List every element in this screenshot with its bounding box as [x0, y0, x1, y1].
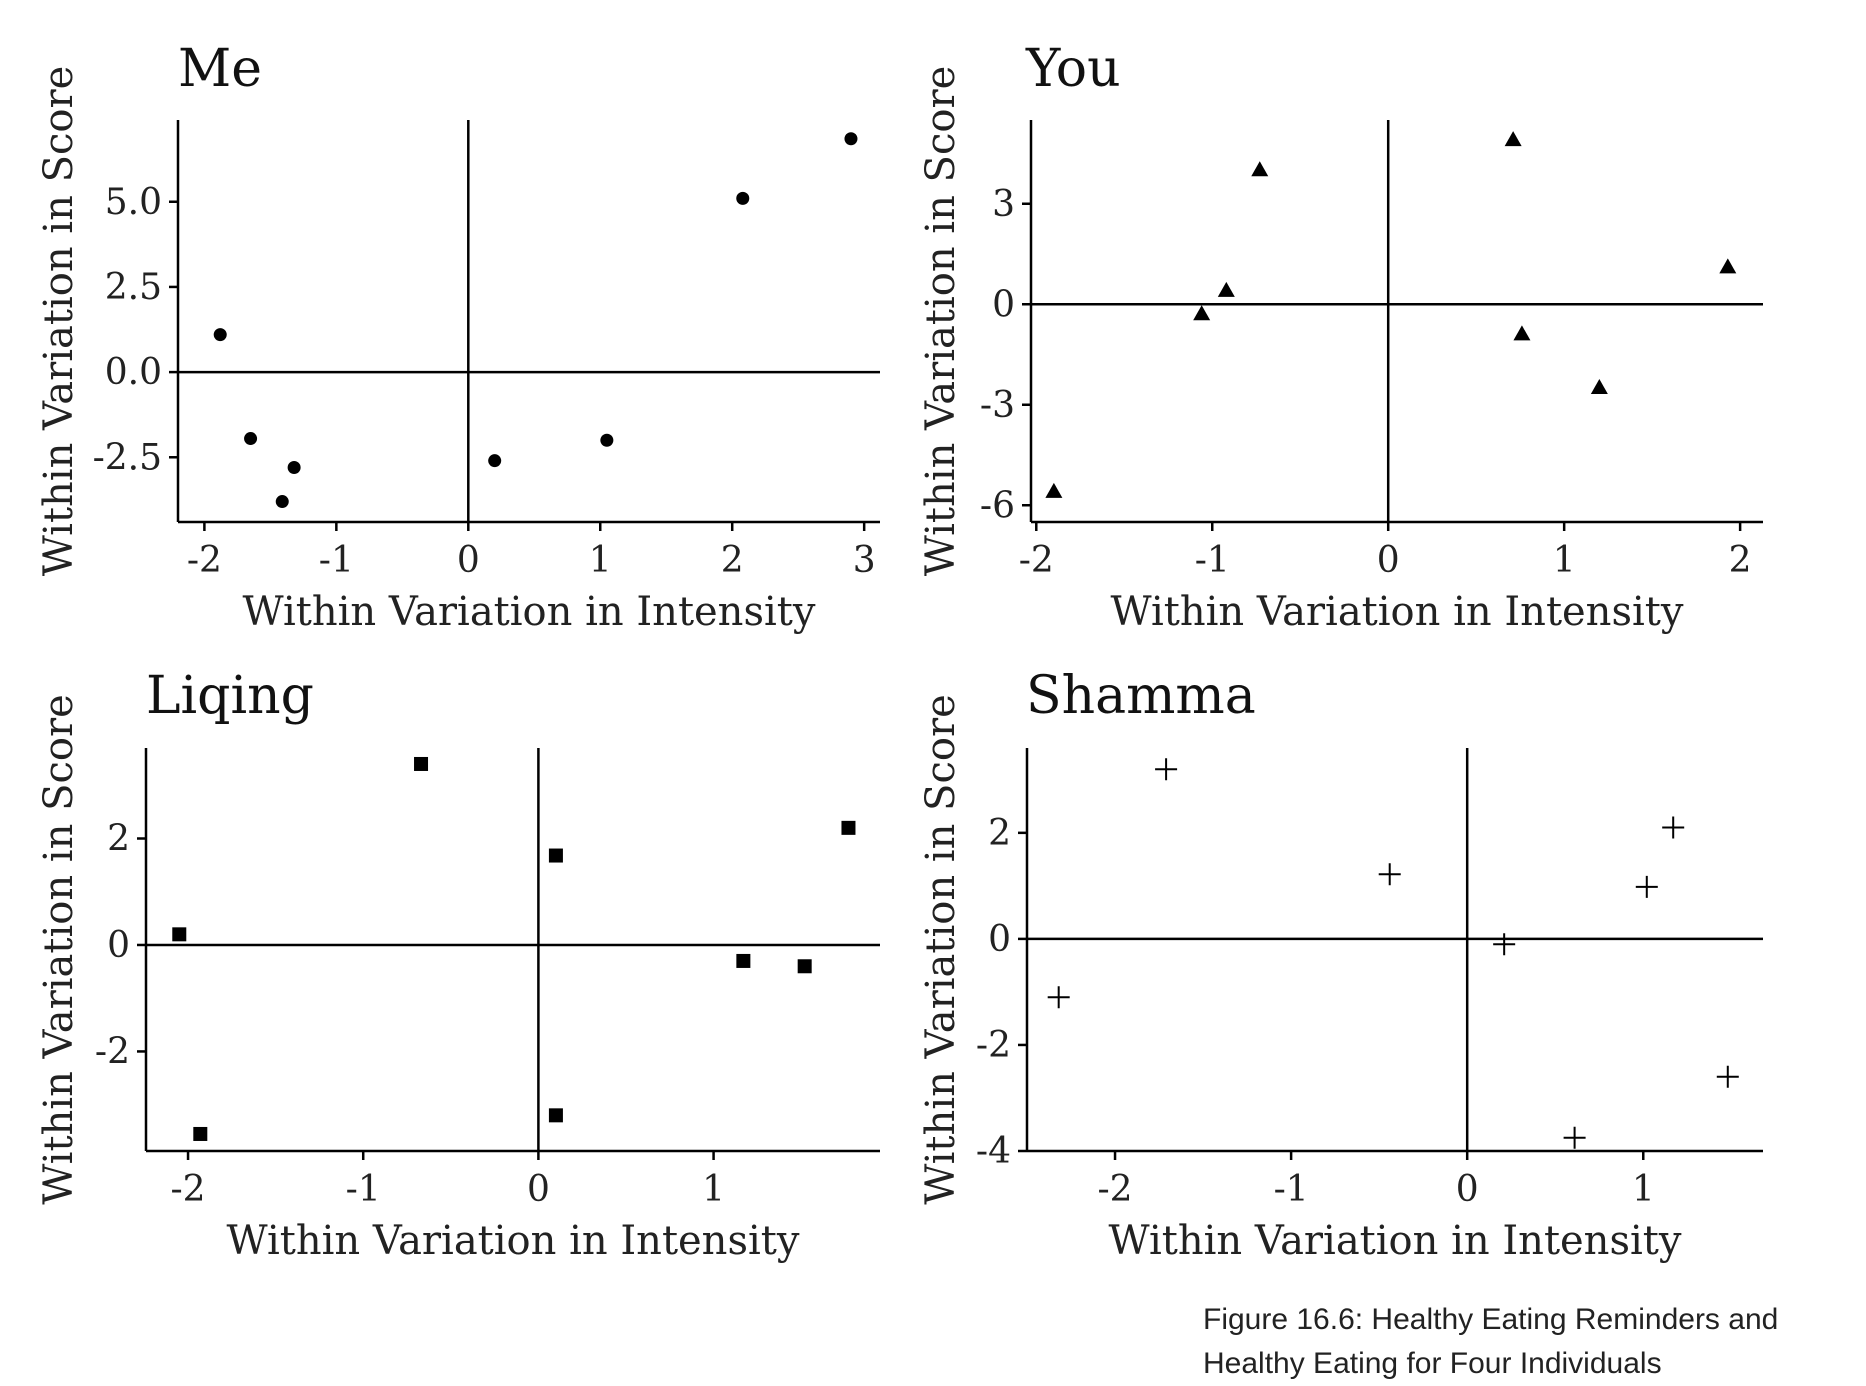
y-tick-label: 2	[107, 819, 130, 860]
x-tick-label: 3	[853, 540, 876, 581]
data-point-square	[414, 756, 429, 771]
data-point-square	[172, 927, 187, 942]
data-point-circle	[488, 454, 502, 468]
x-tick-label: 1	[589, 540, 612, 581]
chart-panel-4: Shamma -2 -1 0 1 -4 -2 0 2 Within Variation in In…	[918, 666, 1763, 1264]
chart-panel-1: Me -2 -1 0 1 2 3 -2.5 0.0 2.5 5.0 Within Variation …	[36, 39, 880, 635]
data-point-circle	[736, 191, 750, 205]
y-tick-label: 5.0	[105, 182, 162, 223]
data-point-square	[548, 1108, 563, 1123]
x-axis-label: Within Variation in Intensity	[227, 1218, 800, 1264]
x-tick-label: -1	[319, 540, 354, 581]
data-point-plus	[1378, 863, 1401, 886]
x-axis-label: Within Variation in Intensity	[1109, 1218, 1682, 1264]
panel-title: Me	[178, 39, 262, 99]
data-point-triangle	[1513, 325, 1531, 341]
y-tick-label: -2.5	[93, 437, 162, 478]
y-tick-label: -6	[980, 485, 1015, 526]
x-tick-label: -2	[1019, 540, 1054, 581]
data-point-triangle	[1193, 305, 1211, 321]
data-point-circle	[287, 460, 301, 474]
y-tick-label: 0	[988, 919, 1011, 960]
x-tick-label: -1	[1195, 540, 1230, 581]
figure-caption: Figure 16.6: Healthy Eating Reminders an…	[1203, 1303, 1779, 1380]
data-point-circle	[244, 432, 258, 446]
data-point-plus	[1047, 986, 1070, 1009]
x-tick-label: -1	[346, 1169, 381, 1210]
data-point-square	[841, 820, 856, 835]
y-tick-label: -2	[95, 1031, 130, 1072]
data-point-circle	[600, 433, 614, 447]
data-point-circle	[213, 328, 227, 342]
data-point-square	[548, 848, 563, 863]
x-tick-label: 1	[1553, 540, 1576, 581]
data-point-triangle	[1251, 161, 1269, 177]
x-tick-label: 0	[1377, 540, 1400, 581]
data-point-plus	[1662, 816, 1685, 839]
panel-title: Shamma	[1026, 666, 1256, 726]
x-tick-label: 2	[721, 540, 744, 581]
data-point-plus	[1563, 1126, 1586, 1149]
x-tick-label: 1	[1632, 1169, 1655, 1210]
y-tick-label: 0	[992, 284, 1015, 325]
y-axis-label: Within Variation in Score	[36, 66, 82, 577]
chart-panel-2: You -2 -1 0 1 2 -6 -3 0 3 Within Variation in Inte…	[918, 39, 1763, 635]
data-point-triangle	[1217, 281, 1235, 297]
data-point-plus	[1635, 875, 1658, 898]
data-point-square	[797, 959, 812, 974]
x-tick-label: 1	[702, 1169, 725, 1210]
data-point-triangle	[1045, 482, 1063, 498]
data-point-plus	[1716, 1065, 1739, 1088]
y-tick-label: -4	[976, 1131, 1011, 1172]
x-tick-label: -2	[1097, 1169, 1132, 1210]
data-point-triangle	[1504, 131, 1522, 147]
y-tick-label: -2	[976, 1025, 1011, 1066]
y-axis-label: Within Variation in Score	[36, 694, 82, 1205]
y-tick-label: 2	[988, 813, 1011, 854]
data-point-circle	[844, 132, 858, 146]
x-axis-label: Within Variation in Intensity	[1111, 589, 1684, 635]
y-tick-label: 3	[992, 184, 1015, 225]
x-tick-label: 0	[457, 540, 480, 581]
chart-panel-3: Liqing -2 -1 0 1 -2 0 2 Within Variation in Inte…	[36, 666, 880, 1264]
x-tick-label: 2	[1729, 540, 1752, 581]
y-axis-label: Within Variation in Score	[918, 66, 964, 577]
data-point-triangle	[1719, 258, 1737, 274]
data-point-plus	[1493, 933, 1516, 956]
x-tick-label: 0	[1456, 1169, 1479, 1210]
y-tick-label: 0	[107, 925, 130, 966]
x-axis-label: Within Variation in Intensity	[243, 589, 816, 635]
x-tick-label: 0	[527, 1169, 550, 1210]
y-tick-label: -3	[980, 385, 1015, 426]
x-tick-label: -2	[187, 540, 222, 581]
y-axis-label: Within Variation in Score	[918, 694, 964, 1205]
data-point-square	[736, 953, 751, 968]
x-tick-label: -1	[1274, 1169, 1309, 1210]
data-point-circle	[275, 495, 289, 509]
y-tick-label: 2.5	[105, 267, 162, 308]
data-point-square	[193, 1126, 208, 1141]
data-point-plus	[1155, 758, 1178, 781]
data-point-triangle	[1590, 379, 1608, 394]
panel-title: Liqing	[146, 666, 314, 726]
y-tick-label: 0.0	[105, 352, 162, 393]
x-tick-label: -2	[171, 1169, 206, 1210]
panel-title: You	[1025, 39, 1121, 99]
